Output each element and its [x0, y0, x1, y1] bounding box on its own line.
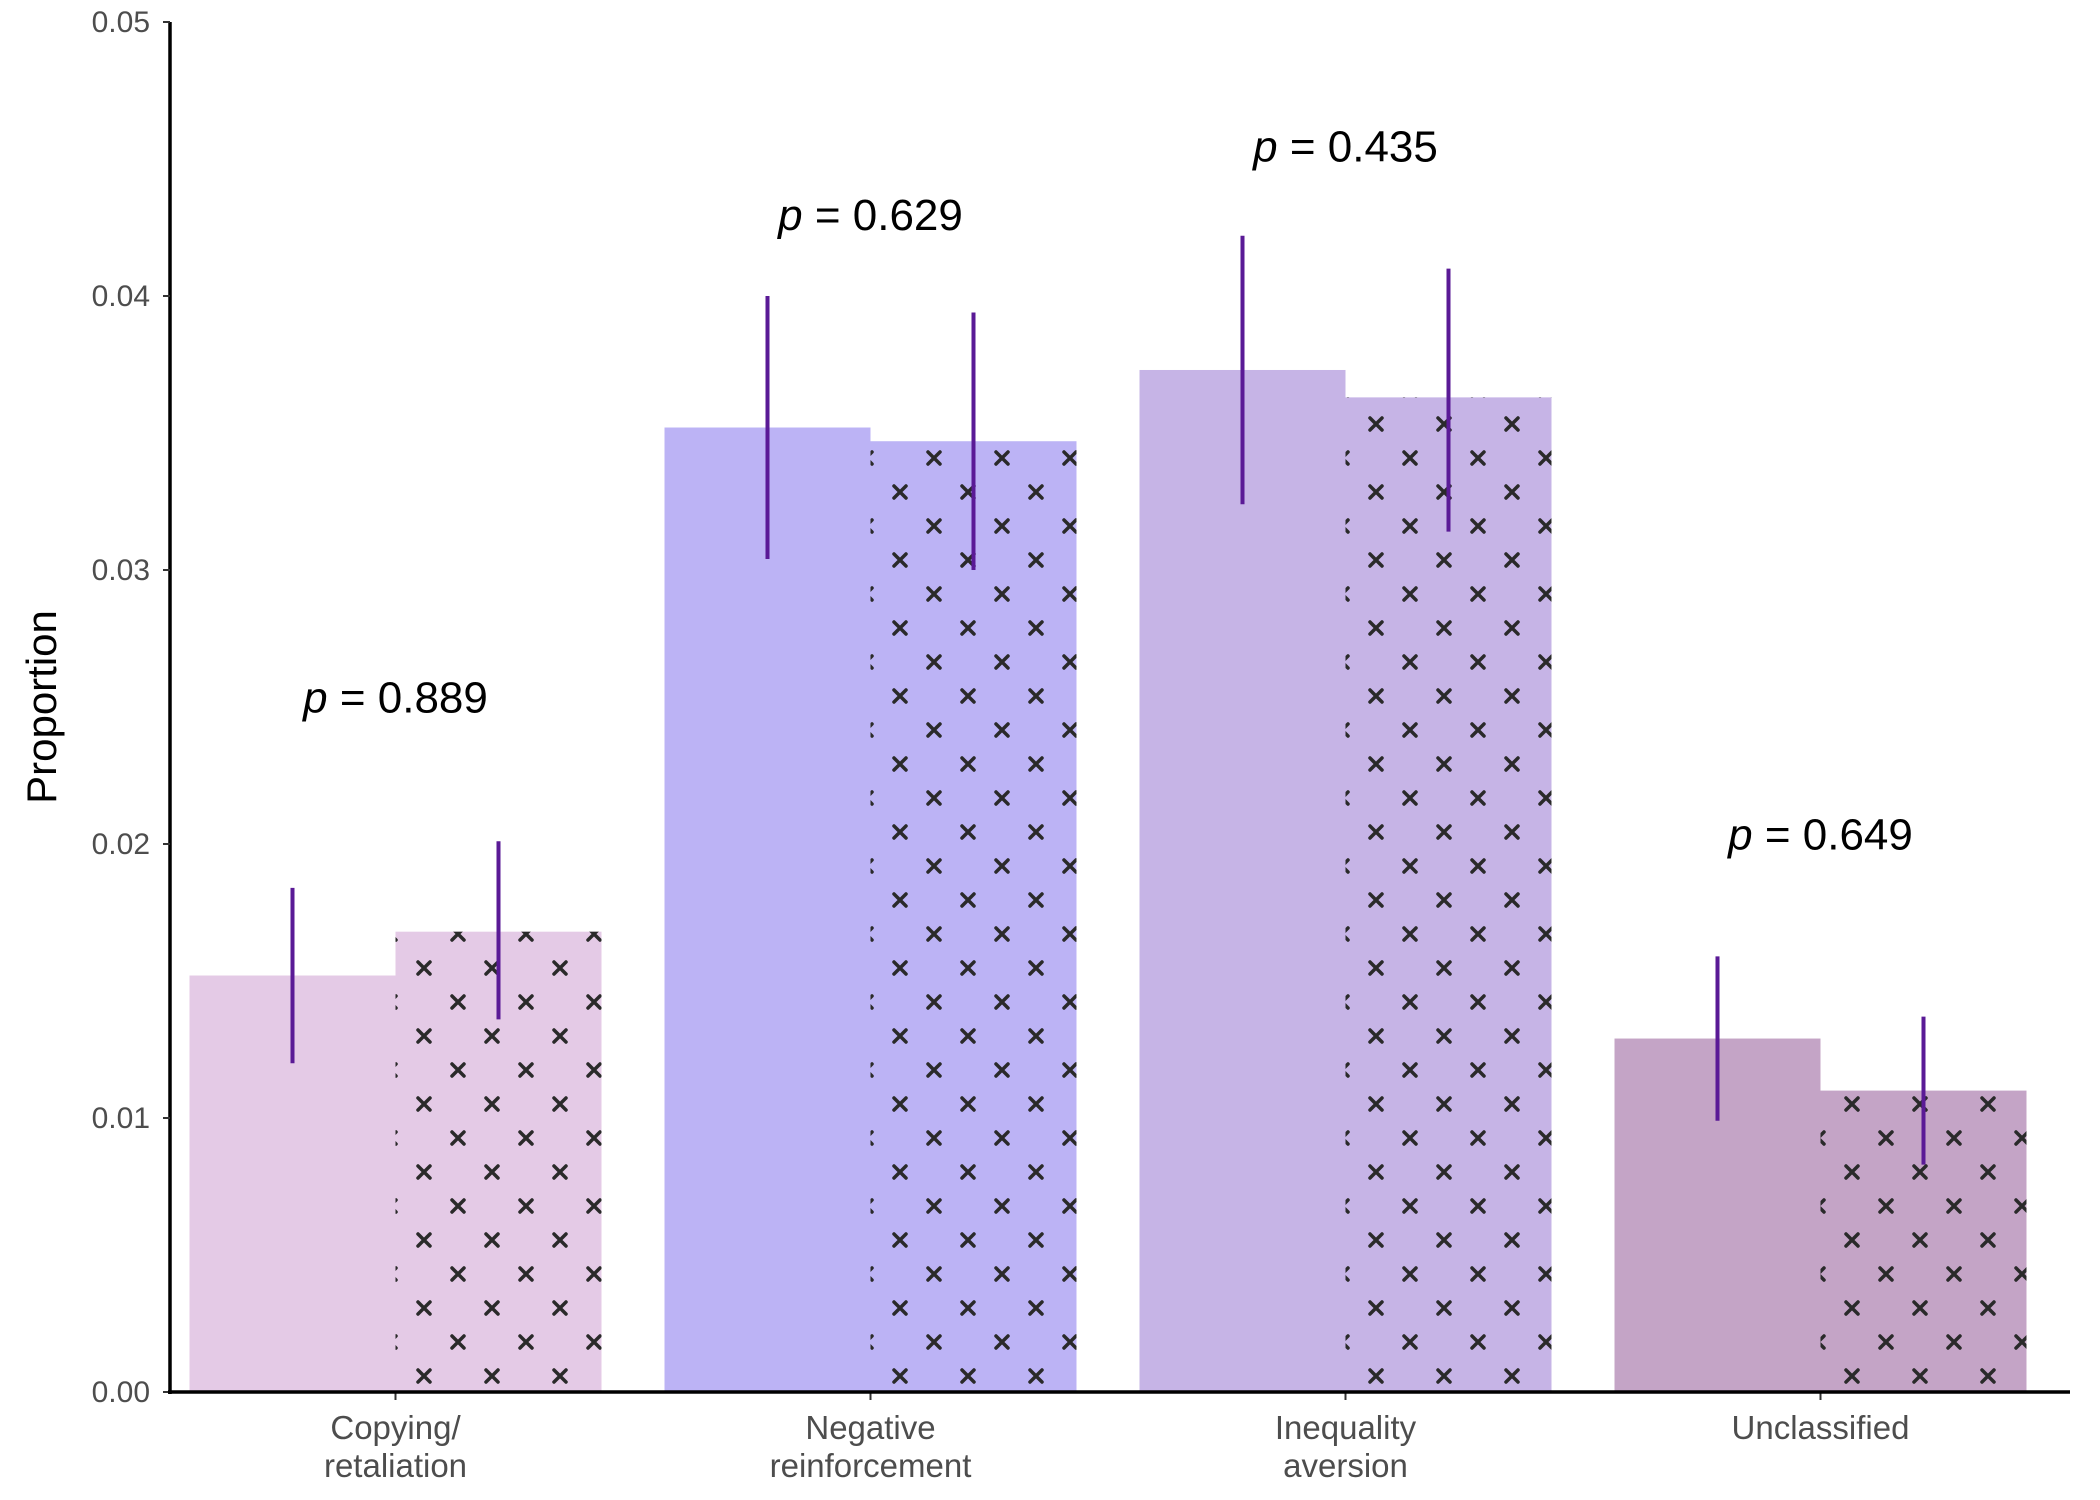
x-tick-label: Copying/: [330, 1409, 461, 1446]
x-tick-label-line2: aversion: [1283, 1447, 1408, 1484]
p-symbol: p: [1251, 123, 1277, 172]
p-value-text: = 0.435: [1278, 123, 1438, 172]
x-tick-label-line2: reinforcement: [770, 1447, 972, 1484]
error-bars: [290, 235, 1926, 1165]
y-tick-label: 0.02: [92, 828, 150, 861]
x-tick-label-line2: retaliation: [324, 1447, 467, 1484]
y-tick-label: 0.05: [92, 6, 150, 39]
p-symbol: p: [1726, 810, 1752, 859]
bar-pattern: [870, 441, 1077, 1393]
p-symbol: p: [301, 673, 327, 722]
x-tick-label: Unclassified: [1732, 1409, 1910, 1446]
p-symbol: p: [776, 191, 802, 240]
p-value-label: p = 0.889: [301, 673, 488, 722]
y-tick-label: 0.01: [92, 1102, 150, 1135]
p-value-label: p = 0.435: [1251, 123, 1438, 172]
p-value-text: = 0.649: [1753, 810, 1913, 859]
bar-pattern: [1345, 397, 1552, 1392]
x-axis: Copying/retaliation Negativereinforcement…: [168, 1390, 2070, 1484]
y-tick-label: 0.00: [92, 1376, 150, 1409]
bar: [664, 427, 871, 1392]
bars: [189, 369, 2027, 1393]
y-axis-title: Proportion: [18, 610, 65, 804]
bar: [1139, 369, 1346, 1393]
y-axis: 0.00 0.01 0.02 0.03 0.04 0.05: [92, 6, 172, 1409]
p-value-label: p = 0.649: [1726, 810, 1913, 859]
x-tick-label: Inequality: [1275, 1409, 1417, 1446]
x-tick-label: Negative: [805, 1409, 935, 1446]
p-value-text: = 0.629: [803, 191, 963, 240]
p-value-text: = 0.889: [328, 673, 488, 722]
y-tick-label: 0.03: [92, 554, 150, 587]
p-value-label: p = 0.629: [776, 191, 963, 240]
y-tick-label: 0.04: [92, 280, 150, 313]
